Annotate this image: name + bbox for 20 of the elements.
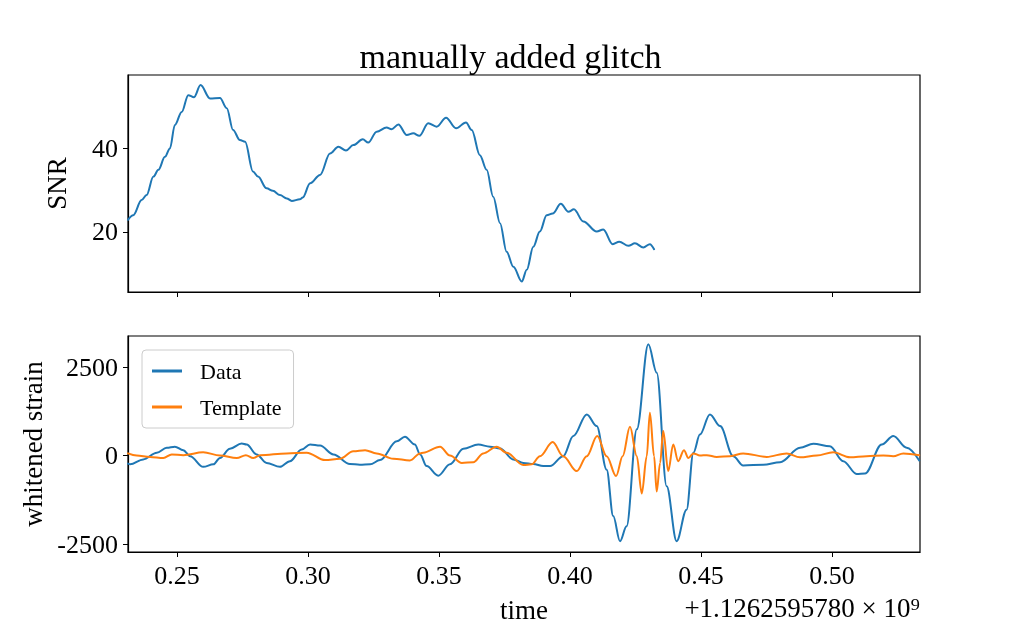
x-tick-label: 0.30 xyxy=(285,560,331,590)
legend-label: Template xyxy=(200,394,282,420)
x-tick-label: 0.35 xyxy=(416,560,462,590)
y-tick-label: -2500 xyxy=(57,529,118,559)
legend-label: Data xyxy=(200,358,242,384)
y-tick-label: 40 xyxy=(92,133,118,163)
y-tick-label: 2500 xyxy=(66,352,118,382)
x-tick-label: 0.50 xyxy=(809,560,855,590)
chart-title: manually added glitch xyxy=(359,37,662,75)
y-tick-label: 0 xyxy=(105,441,118,470)
x-tick-label: 0.40 xyxy=(547,560,593,590)
text: +1.1262595780 × 10⁹ xyxy=(684,592,921,623)
y-axis-title: whitened strain xyxy=(17,360,48,527)
line-series xyxy=(127,343,921,543)
line-series xyxy=(127,84,656,283)
x-axis-title: time xyxy=(500,594,548,625)
x-tick-label: 0.25 xyxy=(154,560,200,590)
y-axis-title: SNR xyxy=(41,157,72,210)
x-tick-label: 0.45 xyxy=(678,560,724,590)
y-tick-label: 20 xyxy=(92,217,118,247)
